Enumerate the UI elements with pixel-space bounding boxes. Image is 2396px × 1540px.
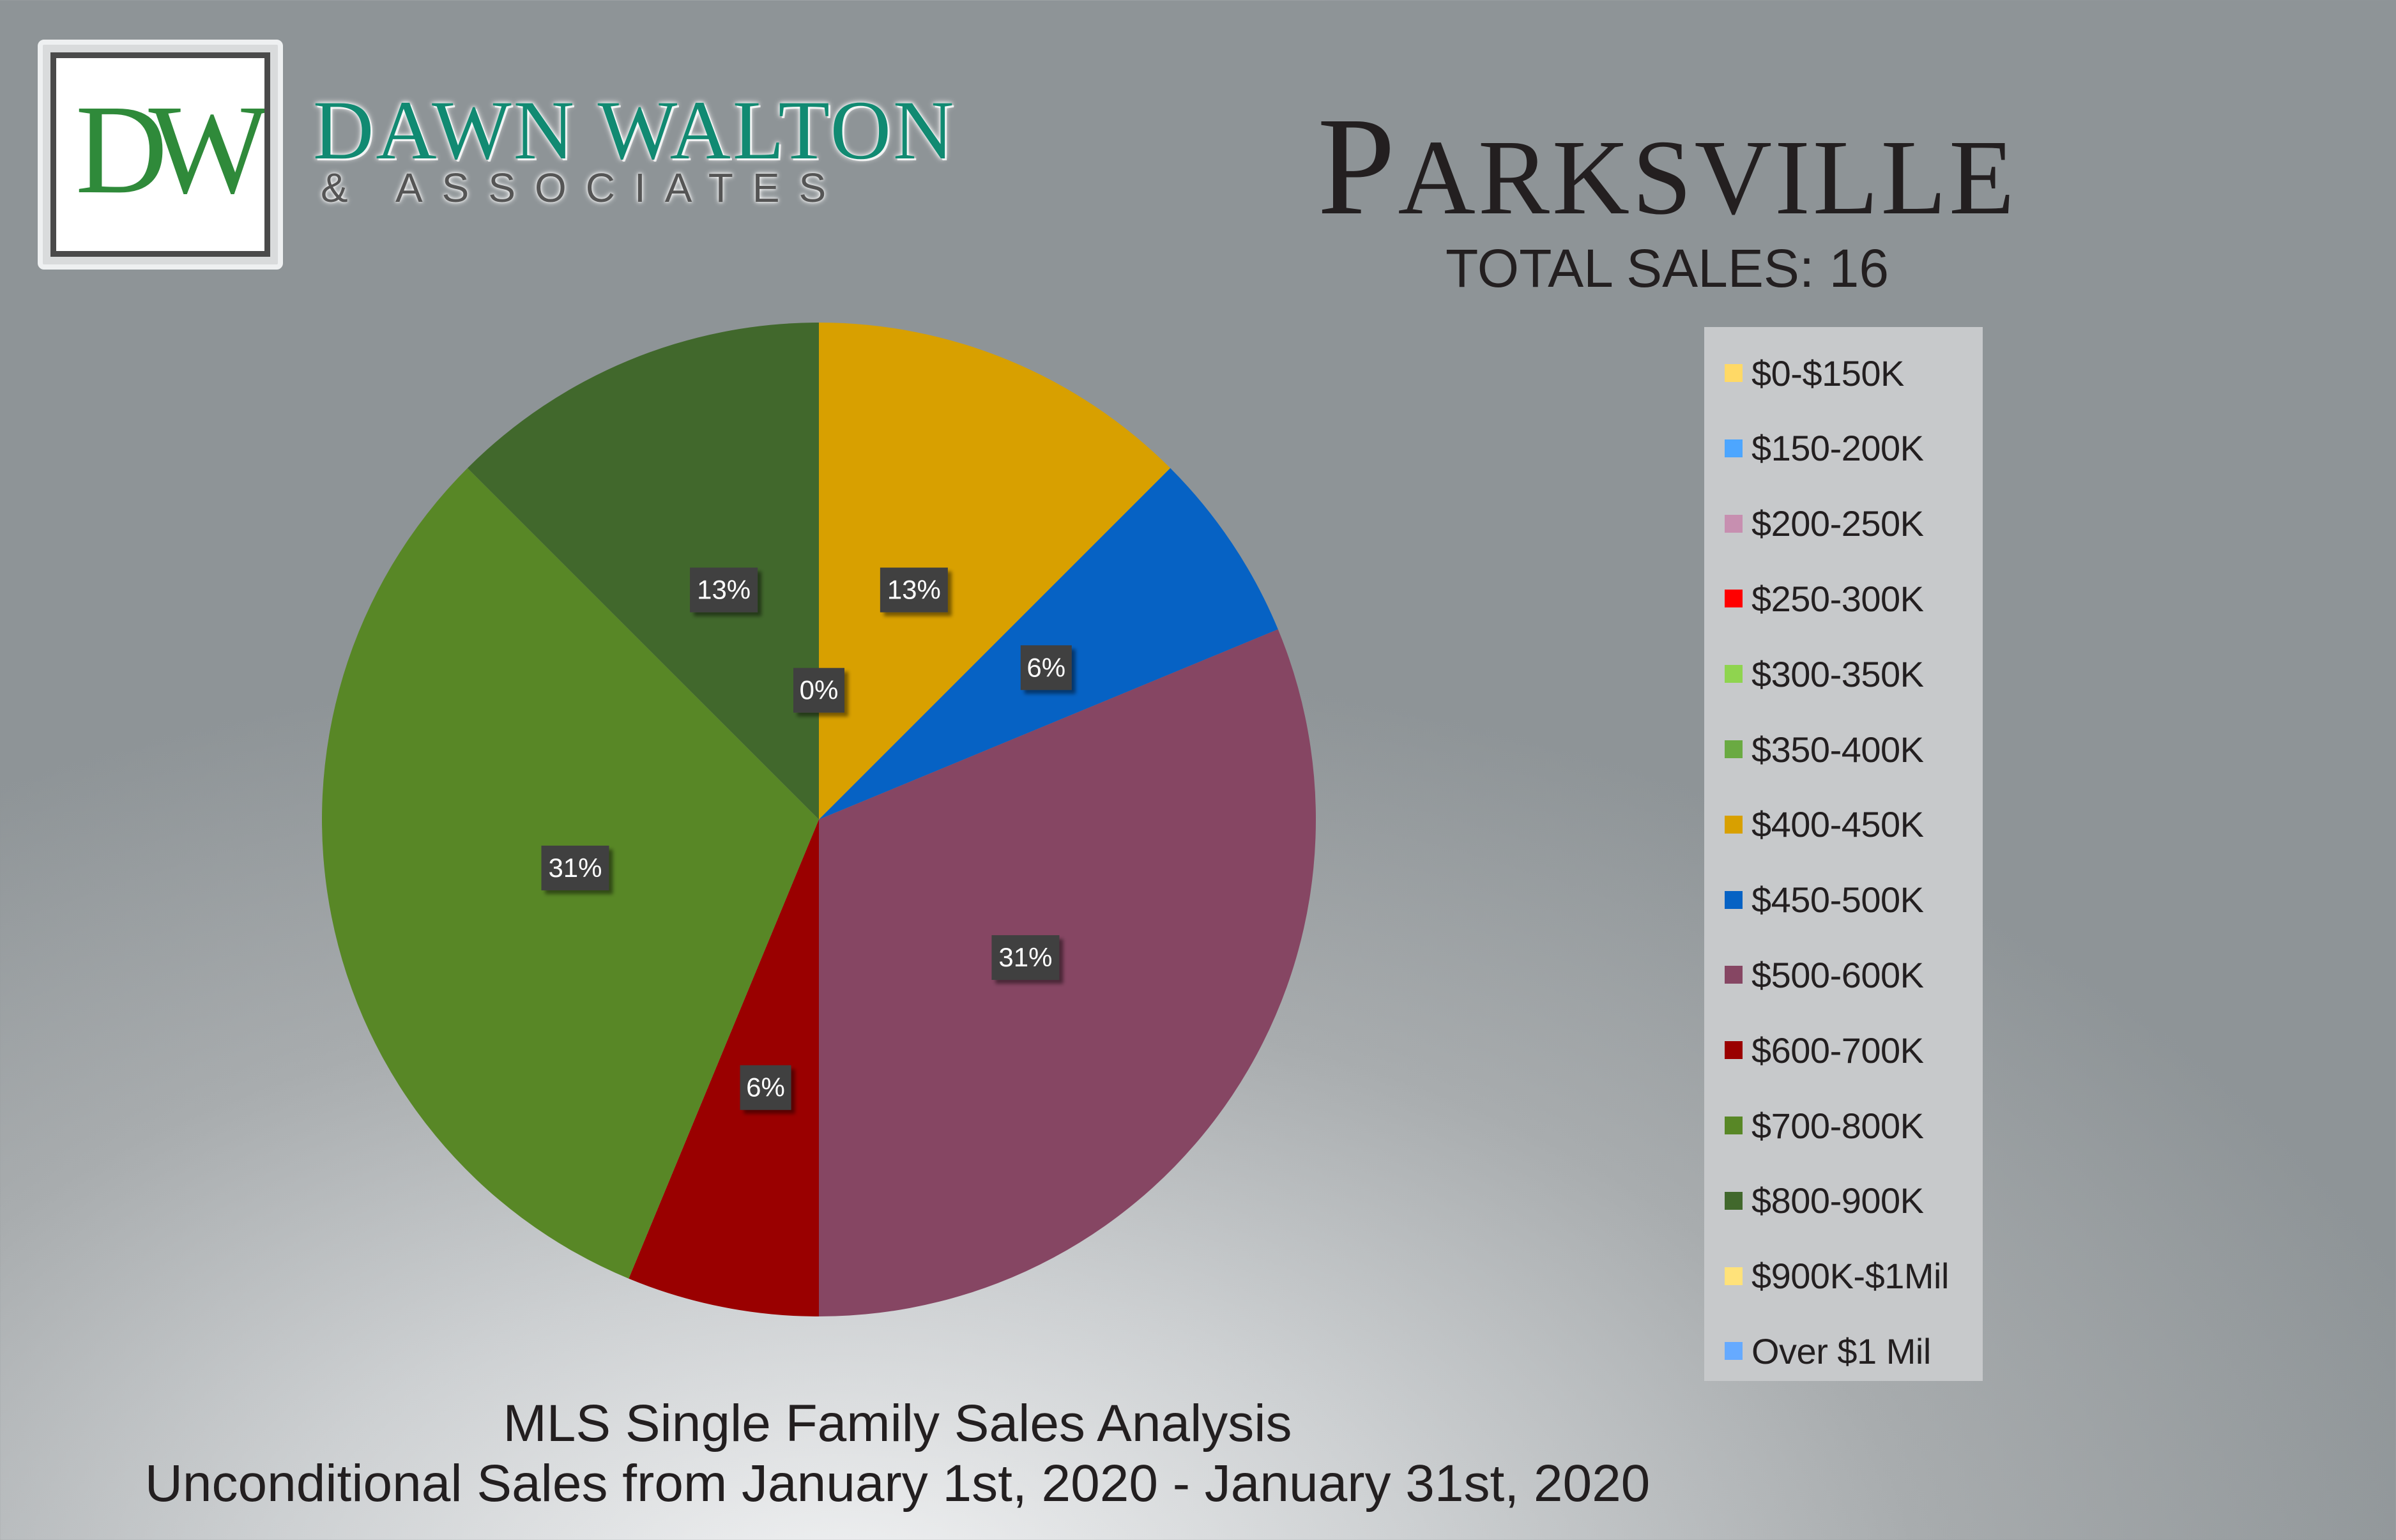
data-label-box: [541, 845, 609, 890]
city-title-initial: P: [1317, 88, 1398, 244]
legend-label: $900K-$1Mil: [1751, 1256, 1949, 1297]
data-label-box: [1020, 645, 1072, 690]
data-label-text: 31%: [998, 942, 1052, 972]
legend-label: $350-400K: [1751, 729, 1924, 770]
pie-slice-800-900k: [467, 323, 819, 820]
data-label-box: [793, 667, 844, 713]
total-sales: TOTAL SALES: 16: [1445, 238, 1889, 298]
brand-subtitle: & ASSOCIATES: [321, 165, 846, 211]
data-label-text: 6%: [746, 1072, 785, 1102]
legend-swatch: [1725, 1267, 1743, 1285]
data-label-800-900k: 13%: [690, 567, 758, 613]
legend-swatch: [1725, 590, 1743, 608]
data-label-box: [690, 567, 758, 613]
logo-frame: DW: [50, 52, 270, 257]
legend-swatch: [1725, 1117, 1743, 1134]
legend-item-700-800k: $700-800K: [1725, 1105, 1924, 1146]
legend-item-500-600k: $500-600K: [1725, 954, 1924, 995]
footer-title: MLS Single Family Sales Analysis: [503, 1394, 1292, 1452]
legend-label: $500-600K: [1751, 954, 1924, 995]
legend-swatch: [1725, 665, 1743, 683]
legend-swatch: [1725, 1342, 1743, 1361]
pie-slice-450-500k: [819, 468, 1278, 820]
legend-item-0-150k: $0-$150K: [1725, 353, 1904, 393]
legend-label: $0-$150K: [1751, 353, 1904, 393]
pie-slice-600-700k: [629, 820, 819, 1316]
legend-swatch: [1725, 966, 1743, 984]
legend-swatch: [1725, 514, 1743, 533]
legend-swatch: [1725, 740, 1743, 758]
city-title-rest: ARKSVILLE: [1398, 118, 2017, 237]
data-label-500-600k: 31%: [991, 935, 1060, 980]
legend: $0-$150K $150-200K $200-250K $250-300K $300-…: [1704, 327, 1983, 1381]
brand-name: DAWN WALTON: [313, 83, 956, 177]
legend-label: $700-800K: [1751, 1105, 1924, 1146]
data-label-box: [880, 567, 948, 613]
legend-item-350-400k: $350-400K: [1725, 729, 1924, 770]
data-label-text: 0%: [800, 675, 839, 705]
logo-monogram: DW: [75, 79, 264, 220]
pie-slice-500-600k: [819, 629, 1316, 1317]
data-label-0-150k: 0%: [793, 667, 844, 713]
legend-item-450-500k: $450-500K: [1725, 880, 1924, 920]
legend-item-900k-1mil: $900K-$1Mil: [1725, 1256, 1949, 1297]
legend-item-400-450k: $400-450K: [1725, 804, 1924, 845]
legend-item-over-1-mil: Over $1 Mil: [1725, 1330, 1931, 1371]
legend-swatch: [1725, 1191, 1743, 1210]
data-label-text: 6%: [1026, 652, 1065, 682]
data-label-600-700k: 6%: [740, 1065, 791, 1110]
city-title: PARKSVILLE: [0, 96, 2396, 236]
data-label-400-450k: 13%: [880, 567, 948, 613]
legend-item-300-350k: $300-350K: [1725, 653, 1924, 694]
legend-item-600-700k: $600-700K: [1725, 1030, 1924, 1071]
legend-item-200-250k: $200-250K: [1725, 503, 1924, 544]
legend-swatch: [1725, 364, 1743, 382]
legend-label: Over $1 Mil: [1751, 1330, 1931, 1371]
data-label-box: [740, 1065, 791, 1110]
legend-item-150-200k: $150-200K: [1725, 428, 1924, 469]
data-label-text: 13%: [697, 575, 751, 605]
legend-item-250-300k: $250-300K: [1725, 578, 1924, 619]
data-label-text: 13%: [887, 575, 941, 605]
legend-label: $300-350K: [1751, 653, 1924, 694]
legend-swatch: [1725, 815, 1743, 834]
data-label-box: [991, 935, 1060, 980]
footer-subtitle: Unconditional Sales from January 1st, 20…: [144, 1454, 1651, 1513]
data-label-text: 31%: [548, 853, 602, 883]
legend-item-800-900k: $800-900K: [1725, 1180, 1924, 1221]
data-label-700-800k: 31%: [541, 845, 609, 890]
data-label-450-500k: 6%: [1020, 645, 1072, 690]
legend-label: $450-500K: [1751, 880, 1924, 920]
legend-swatch: [1725, 1041, 1743, 1060]
legend-label: $600-700K: [1751, 1030, 1924, 1071]
legend-label: $250-300K: [1751, 578, 1924, 619]
logo: DW: [38, 40, 283, 270]
legend-label: $400-450K: [1751, 804, 1924, 845]
legend-label: $150-200K: [1751, 428, 1924, 469]
legend-label: $800-900K: [1751, 1180, 1924, 1221]
pie-slice-400-450k: [819, 323, 1171, 820]
legend-swatch: [1725, 890, 1743, 909]
legend-swatch: [1725, 439, 1743, 457]
svg-text:DW: DW: [75, 79, 264, 220]
legend-label: $200-250K: [1751, 503, 1924, 544]
